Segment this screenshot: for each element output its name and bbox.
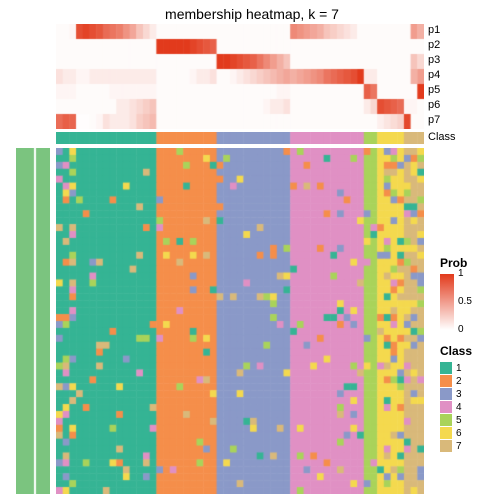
p-row-label: p4 xyxy=(428,69,440,81)
p-row-label: p7 xyxy=(428,114,440,126)
class-legend-item: 7 xyxy=(440,440,472,452)
class-legend-item: 3 xyxy=(440,388,472,400)
p-row-label: p5 xyxy=(428,84,440,96)
p-row-label: p2 xyxy=(428,39,440,51)
class-legend-item: 1 xyxy=(440,362,472,374)
class-legend-item: 2 xyxy=(440,375,472,387)
p-row-label: p6 xyxy=(428,99,440,111)
prob-legend: Prob 10.50 xyxy=(440,256,467,330)
sampling-heatmap xyxy=(56,148,424,494)
class-legend-item: 6 xyxy=(440,427,472,439)
class-legend-item: 5 xyxy=(440,414,472,426)
side-bar xyxy=(16,148,50,494)
p-row-label: p3 xyxy=(428,54,440,66)
probability-heatmap xyxy=(56,24,424,129)
class-track xyxy=(56,132,424,144)
class-legend-item: 4 xyxy=(440,401,472,413)
class-row-label: Class xyxy=(428,131,456,143)
class-legend: Class 1234567 xyxy=(440,344,472,453)
p-row-label: p1 xyxy=(428,24,440,36)
page-title: membership heatmap, k = 7 xyxy=(0,6,504,22)
